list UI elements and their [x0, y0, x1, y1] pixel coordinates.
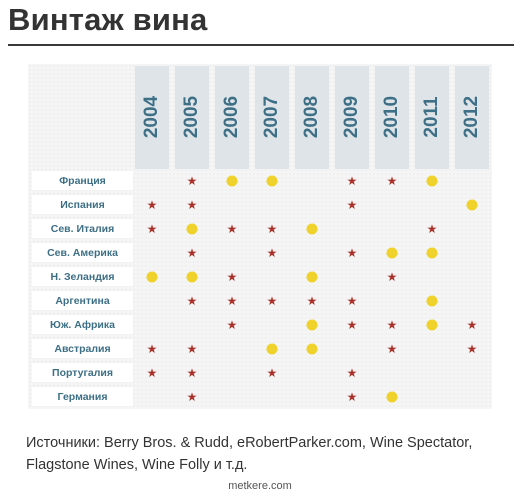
star-icon: ★ [226, 222, 238, 236]
country-label: Аргентина [32, 291, 133, 310]
star-icon: ★ [186, 390, 198, 404]
page-title: Винтаж вина [8, 2, 208, 37]
year-header-2011: 2011 [415, 66, 449, 169]
star-icon: ★ [266, 222, 278, 236]
year-label: 2012 [461, 95, 482, 139]
star-icon: ★ [146, 366, 158, 380]
star-icon: ★ [346, 198, 358, 212]
star-icon: ★ [186, 294, 198, 308]
dot-icon [386, 247, 398, 259]
year-header-2010: 2010 [375, 66, 409, 169]
sources-text: Источники: Berry Bros. & Rudd, eRobertPa… [26, 435, 473, 473]
year-header-2007: 2007 [255, 66, 289, 169]
star-icon: ★ [266, 294, 278, 308]
star-icon: ★ [226, 318, 238, 332]
year-header-2009: 2009 [335, 66, 369, 169]
star-icon: ★ [146, 222, 158, 236]
year-label: 2006 [221, 95, 242, 139]
star-icon: ★ [346, 174, 358, 188]
dot-icon [426, 175, 438, 187]
year-header-2008: 2008 [295, 66, 329, 169]
star-icon: ★ [186, 342, 198, 356]
dot-icon [426, 319, 438, 331]
country-label: Испания [32, 195, 133, 214]
star-icon: ★ [186, 366, 198, 380]
star-icon: ★ [386, 270, 398, 284]
star-icon: ★ [266, 246, 278, 260]
dot-icon [306, 271, 318, 283]
star-icon: ★ [386, 318, 398, 332]
country-label: Н. Зеландия [32, 267, 133, 286]
star-icon: ★ [466, 318, 478, 332]
year-header-2005: 2005 [175, 66, 209, 169]
star-icon: ★ [346, 366, 358, 380]
dot-icon [266, 175, 278, 187]
star-icon: ★ [466, 342, 478, 356]
star-icon: ★ [226, 294, 238, 308]
dot-icon [306, 223, 318, 235]
year-label: 2004 [141, 95, 162, 139]
dot-icon [466, 199, 478, 211]
dot-icon [426, 295, 438, 307]
country-label: Португалия [32, 363, 133, 382]
country-label: Австралия [32, 339, 133, 358]
star-icon: ★ [386, 174, 398, 188]
dot-icon [306, 343, 318, 355]
country-label: Германия [32, 387, 133, 406]
title-divider [8, 44, 514, 46]
dot-icon [426, 247, 438, 259]
star-icon: ★ [346, 390, 358, 404]
star-icon: ★ [226, 270, 238, 284]
star-icon: ★ [146, 198, 158, 212]
year-label: 2005 [181, 95, 202, 139]
dot-icon [186, 223, 198, 235]
country-label: Сев. Америка [32, 243, 133, 262]
star-icon: ★ [186, 198, 198, 212]
star-icon: ★ [186, 246, 198, 260]
country-label: Франция [32, 171, 133, 190]
star-icon: ★ [346, 294, 358, 308]
year-label: 2007 [261, 95, 282, 139]
dot-icon [186, 271, 198, 283]
dot-icon [226, 175, 238, 187]
dot-icon [386, 391, 398, 403]
dot-icon [306, 319, 318, 331]
star-icon: ★ [346, 318, 358, 332]
dot-icon [266, 343, 278, 355]
country-label: Сев. Италия [32, 219, 133, 238]
star-icon: ★ [266, 366, 278, 380]
year-label: 2010 [381, 95, 402, 139]
year-header-2006: 2006 [215, 66, 249, 169]
year-label: 2009 [341, 95, 362, 139]
star-icon: ★ [306, 294, 318, 308]
country-label: Юж. Африка [32, 315, 133, 334]
footer-credit: metkere.com [228, 480, 292, 492]
dot-icon [146, 271, 158, 283]
year-header-2012: 2012 [455, 66, 489, 169]
star-icon: ★ [346, 246, 358, 260]
year-label: 2008 [301, 95, 322, 139]
star-icon: ★ [146, 342, 158, 356]
year-label: 2011 [421, 96, 442, 138]
star-icon: ★ [386, 342, 398, 356]
star-icon: ★ [186, 174, 198, 188]
star-icon: ★ [426, 222, 438, 236]
year-header-2004: 2004 [135, 66, 169, 169]
